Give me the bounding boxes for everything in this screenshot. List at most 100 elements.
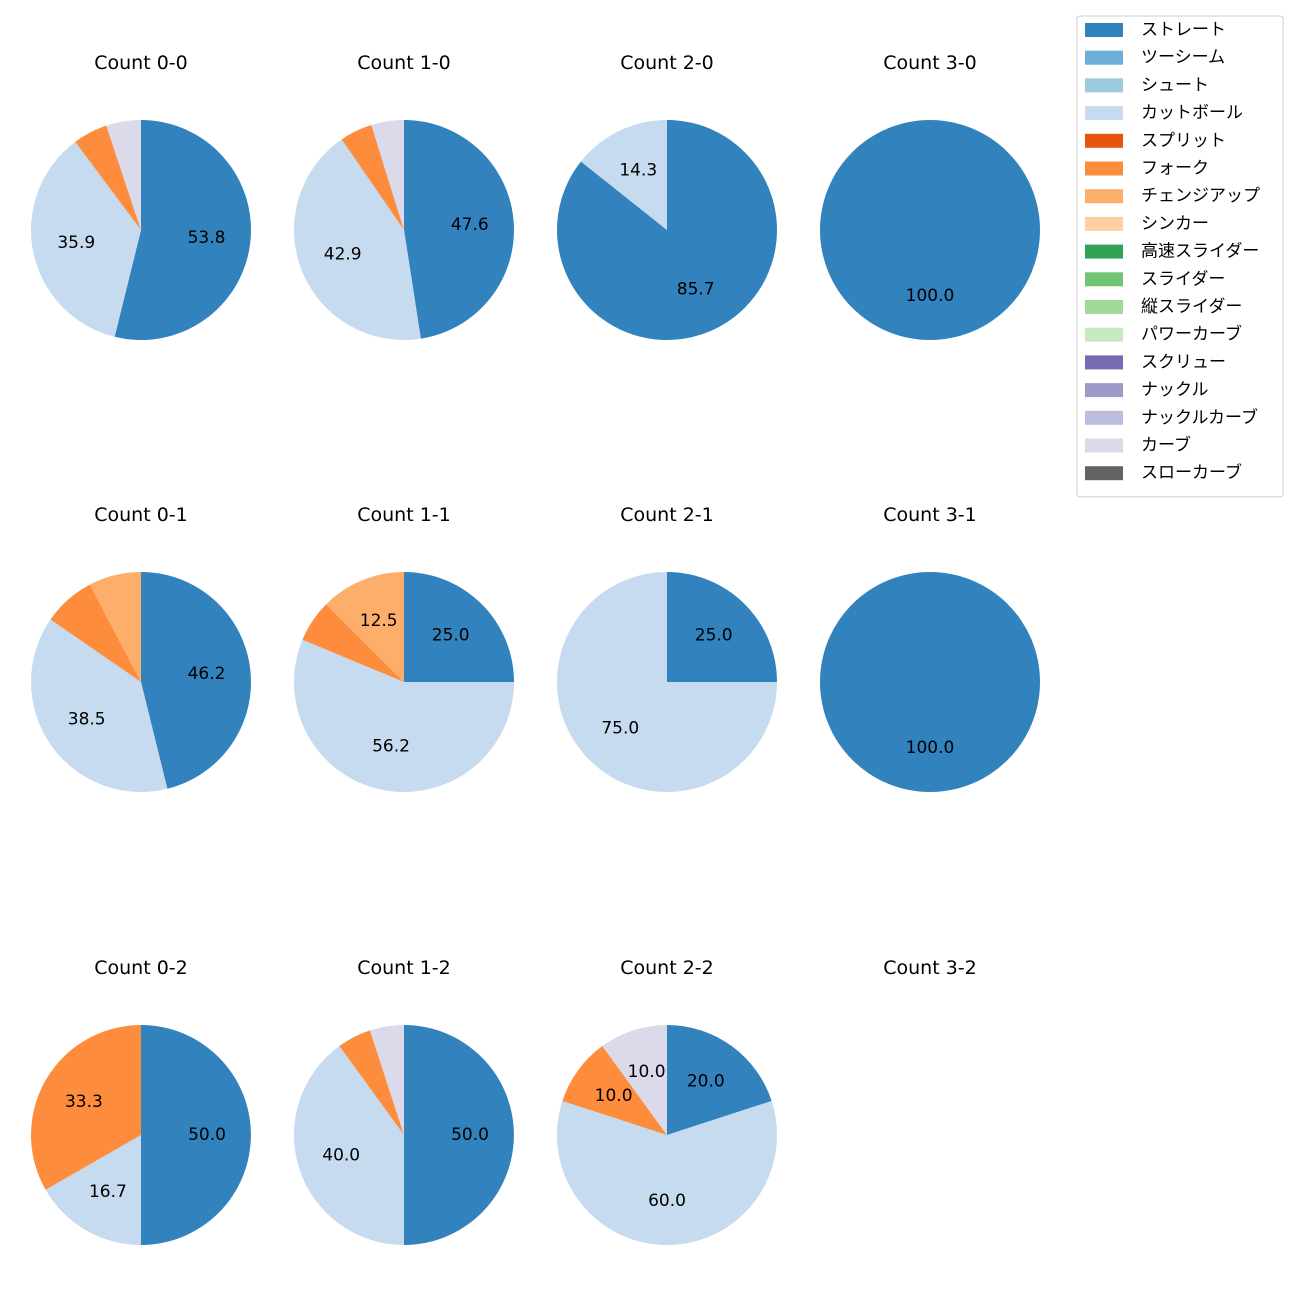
- pie-slice: [820, 120, 1040, 340]
- slice-label: 10.0: [595, 1086, 633, 1106]
- slice-label: 25.0: [695, 625, 733, 645]
- slice-label: 12.5: [360, 611, 398, 631]
- legend-frame: [1076, 15, 1284, 498]
- slice-label: 16.7: [89, 1182, 127, 1202]
- pie-6: Count 1-1 25.0 56.2 12.5: [294, 504, 515, 793]
- pie-1: Count 0-0 53.8 35.9: [30, 52, 251, 340]
- legend-label: カーブ: [1141, 435, 1191, 456]
- legend-item: スクリュー: [1085, 352, 1226, 372]
- pie-title: Count 3-2: [883, 957, 977, 979]
- pie-9: Count 0-2 50.0 16.7 33.3: [30, 957, 251, 1245]
- pie-slice: [667, 572, 777, 682]
- slice-label: 75.0: [601, 719, 639, 739]
- slice-label: 100.0: [906, 738, 955, 758]
- legend: ストレートツーシームシュートカットボールスプリットフォークチェンジアップシンカー…: [1076, 15, 1284, 498]
- legend-item: カットボール: [1085, 103, 1243, 123]
- pie-title: Count 2-1: [620, 504, 714, 526]
- pie-slice: [557, 120, 778, 340]
- legend-swatch: [1085, 466, 1123, 481]
- legend-swatch: [1085, 410, 1123, 425]
- pie-slice: [302, 604, 404, 682]
- legend-item: ツーシーム: [1085, 48, 1225, 68]
- pie-slice: [45, 1135, 142, 1245]
- slice-label: 46.2: [188, 664, 226, 684]
- slice-label: 56.2: [372, 737, 410, 757]
- pie-slice: [30, 1025, 142, 1190]
- legend-label: シュート: [1141, 75, 1209, 95]
- pie-slice: [562, 1046, 667, 1135]
- pie-5: Count 0-1 46.2 38.5: [30, 504, 251, 792]
- pie-slice: [50, 584, 141, 682]
- slice-label: 42.9: [324, 244, 362, 264]
- pie-title: Count 0-1: [94, 504, 188, 526]
- legend-swatch: [1085, 216, 1123, 231]
- pie-slice: [371, 120, 404, 230]
- pie-title: Count 0-2: [94, 957, 188, 979]
- slice-label: 53.8: [188, 228, 226, 248]
- pie-slice: [89, 572, 141, 682]
- pie-slice: [404, 120, 514, 339]
- pie-title: Count 1-0: [357, 52, 451, 74]
- pie-slice: [341, 124, 404, 230]
- pie-slice: [580, 119, 667, 230]
- pie-10: Count 1-2 50.0 40.0: [293, 957, 514, 1245]
- pie-slice: [294, 639, 514, 793]
- legend-label: スローカーブ: [1141, 462, 1242, 483]
- slice-label: 38.5: [68, 710, 106, 730]
- legend-label: 縦スライダー: [1141, 297, 1242, 317]
- pie-3: Count 2-0 85.7 14.3: [557, 52, 778, 340]
- legend-label: スライダー: [1141, 269, 1225, 289]
- legend-swatch: [1085, 272, 1123, 287]
- pie-title: Count 2-0: [620, 52, 714, 74]
- pie-slice: [106, 120, 141, 230]
- pie-slice: [820, 572, 1040, 792]
- legend-label: カットボール: [1141, 103, 1243, 123]
- pie-12: Count 3-2: [883, 957, 977, 979]
- legend-label: スクリュー: [1141, 352, 1226, 372]
- legend-label: パワーカーブ: [1141, 324, 1242, 345]
- slice-label: 85.7: [677, 280, 715, 300]
- legend-swatch: [1085, 355, 1123, 370]
- legend-item: シュート: [1085, 75, 1209, 95]
- pie-8: Count 3-1 100.0: [820, 504, 1040, 792]
- pie-2: Count 1-0 47.6 42.9: [294, 52, 514, 340]
- pie-slice: [141, 572, 251, 789]
- pie-11: Count 2-2 20.0 60.0 10.0 10.0: [557, 957, 777, 1245]
- legend-item: ナックル: [1085, 380, 1209, 400]
- pie-slice: [141, 1025, 251, 1245]
- legend-item: スライダー: [1085, 269, 1225, 289]
- slice-label: 40.0: [322, 1145, 360, 1165]
- pie-title: Count 1-1: [357, 504, 451, 526]
- legend-label: ストレート: [1141, 20, 1226, 40]
- legend-item: スローカーブ: [1085, 462, 1242, 483]
- legend-item: ナックルカーブ: [1085, 407, 1258, 428]
- legend-label: スプリット: [1141, 131, 1226, 151]
- legend-label: ツーシーム: [1141, 48, 1225, 68]
- pie-title: Count 1-2: [357, 957, 451, 979]
- legend-label: フォーク: [1141, 159, 1209, 179]
- pie-7: Count 2-1 25.0 75.0: [557, 504, 777, 792]
- legend-label: ナックル: [1141, 380, 1209, 400]
- legend-label: チェンジアップ: [1141, 186, 1260, 206]
- slice-label: 100.0: [906, 286, 955, 306]
- pie-slice: [370, 1025, 404, 1135]
- pie-slice: [557, 572, 777, 792]
- pie-slice: [404, 1025, 514, 1245]
- legend-label: 高速スライダー: [1141, 242, 1259, 262]
- slice-label: 35.9: [57, 233, 95, 253]
- slice-label: 25.0: [432, 625, 470, 645]
- pie-slice: [30, 619, 168, 792]
- legend-swatch: [1085, 106, 1123, 121]
- slice-label: 20.0: [687, 1072, 725, 1092]
- slice-label: 60.0: [648, 1191, 686, 1211]
- pie-slice: [75, 125, 141, 230]
- legend-item: カーブ: [1085, 435, 1191, 456]
- legend-item: ストレート: [1085, 20, 1226, 40]
- pie-slice: [339, 1030, 404, 1135]
- legend-swatch: [1085, 244, 1123, 259]
- legend-swatch: [1085, 161, 1123, 176]
- legend-item: チェンジアップ: [1085, 186, 1260, 206]
- legend-swatch: [1085, 133, 1123, 148]
